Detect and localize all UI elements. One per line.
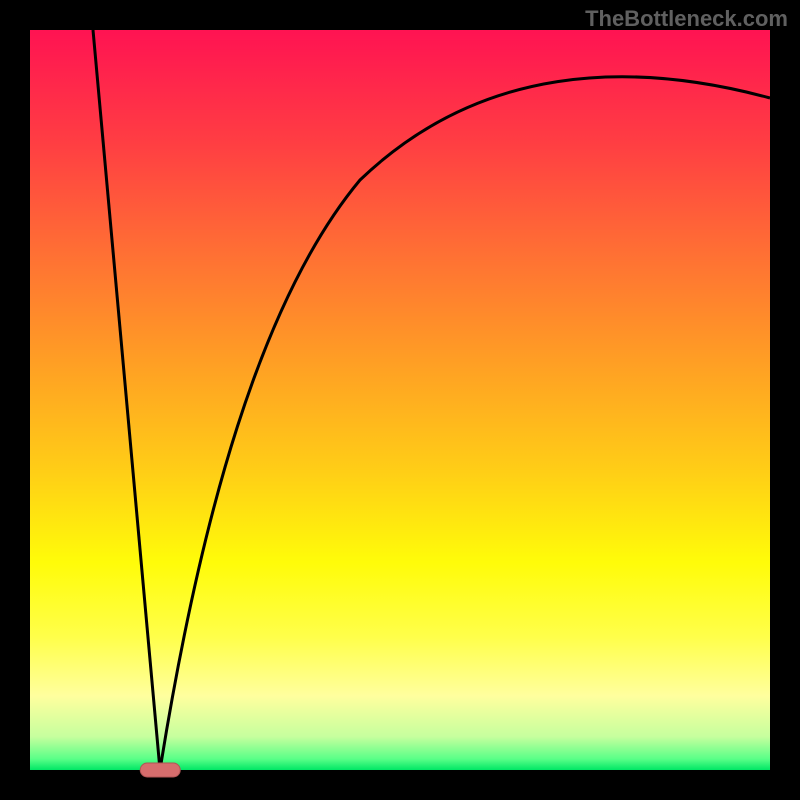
chart-svg [0, 0, 800, 800]
watermark-text: TheBottleneck.com [585, 6, 788, 32]
chart-background [30, 30, 770, 770]
chart-container: TheBottleneck.com [0, 0, 800, 800]
curve-minimum-marker [140, 763, 180, 777]
